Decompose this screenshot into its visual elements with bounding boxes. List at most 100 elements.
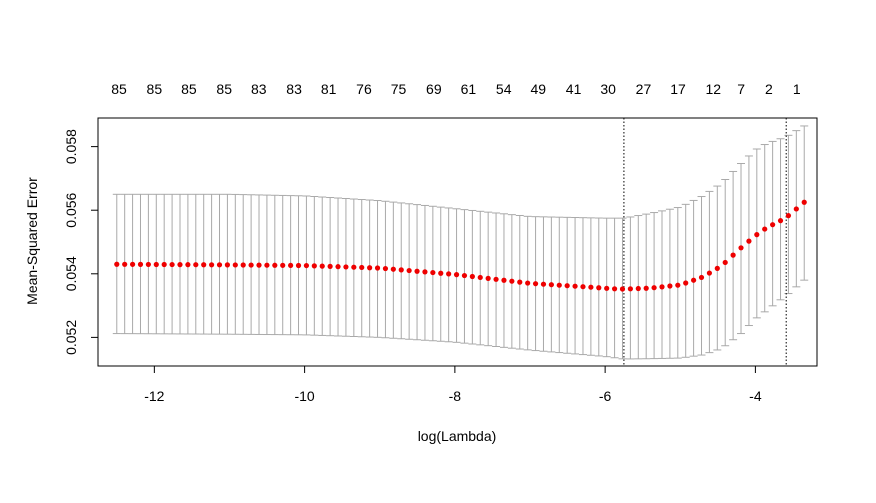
y-axis: 0.052 0.054 0.056 0.058 bbox=[63, 129, 99, 355]
y-tick-label: 0.056 bbox=[63, 192, 79, 227]
mean-point bbox=[785, 213, 792, 219]
y-tick-label: 0.058 bbox=[63, 129, 79, 164]
mean-point bbox=[580, 284, 586, 290]
mean-point bbox=[706, 270, 713, 276]
x-tick-label: -10 bbox=[294, 388, 314, 404]
mean-point bbox=[351, 264, 357, 270]
mean-point bbox=[398, 267, 404, 273]
mean-point bbox=[588, 284, 594, 290]
mean-point bbox=[683, 280, 689, 286]
mean-point bbox=[280, 262, 286, 268]
mean-point bbox=[572, 283, 578, 289]
mean-point bbox=[446, 271, 452, 277]
top-count-label: 76 bbox=[356, 81, 372, 97]
mean-point bbox=[738, 245, 744, 251]
mean-point bbox=[793, 206, 799, 212]
mean-point bbox=[319, 263, 325, 269]
mean-point bbox=[295, 262, 302, 269]
mean-point bbox=[240, 262, 246, 268]
x-tick-label: -8 bbox=[449, 388, 462, 404]
x-axis-title: log(Lambda) bbox=[418, 428, 497, 444]
mean-point bbox=[137, 261, 144, 267]
mean-point bbox=[311, 263, 317, 269]
top-count-label: 7 bbox=[737, 81, 745, 97]
mean-point bbox=[382, 265, 389, 272]
top-count-label: 30 bbox=[600, 81, 616, 97]
mean-point bbox=[461, 272, 468, 279]
top-count-label: 85 bbox=[111, 81, 127, 97]
mean-point bbox=[390, 266, 396, 272]
mean-point bbox=[691, 277, 697, 283]
mean-point bbox=[153, 261, 159, 268]
mean-point bbox=[264, 262, 270, 268]
top-count-label: 83 bbox=[286, 81, 302, 97]
mean-point bbox=[777, 218, 784, 224]
mean-point bbox=[303, 262, 310, 269]
x-axis: -12 -10 -8 -6 -4 bbox=[144, 365, 762, 404]
mean-point bbox=[216, 262, 223, 268]
mean-point bbox=[730, 252, 736, 258]
mean-point bbox=[540, 281, 547, 287]
mean-point bbox=[556, 282, 562, 288]
top-count-label: 69 bbox=[426, 81, 442, 97]
mean-point bbox=[201, 262, 207, 268]
mean-point bbox=[722, 259, 728, 266]
top-count-label: 1 bbox=[793, 81, 801, 97]
mean-point bbox=[114, 261, 120, 267]
mean-point bbox=[177, 262, 183, 268]
mean-point bbox=[770, 222, 776, 228]
lambda-reference-lines bbox=[623, 118, 787, 366]
mean-point bbox=[627, 286, 633, 292]
mean-point bbox=[532, 281, 539, 287]
top-count-label: 61 bbox=[461, 81, 477, 97]
mean-point bbox=[667, 283, 673, 289]
top-count-label: 85 bbox=[147, 81, 163, 97]
mean-point bbox=[493, 276, 499, 282]
mean-point bbox=[343, 264, 349, 270]
x-tick-label: -6 bbox=[599, 388, 612, 404]
mean-point bbox=[501, 277, 507, 283]
top-count-label: 85 bbox=[181, 81, 197, 97]
mean-point bbox=[596, 285, 602, 291]
mean-point bbox=[659, 284, 665, 290]
mean-point bbox=[422, 269, 428, 275]
mean-point bbox=[604, 285, 610, 291]
top-count-label: 2 bbox=[765, 81, 773, 97]
top-nonzero-counts: 85 85 85 85 83 83 81 76 75 69 61 54 49 41 30 27 17 12 7 2 1 bbox=[111, 81, 801, 97]
mean-point bbox=[453, 272, 460, 278]
top-count-label: 81 bbox=[321, 81, 337, 97]
y-axis-title: Mean-Squared Error bbox=[24, 177, 40, 305]
mean-point bbox=[145, 261, 151, 268]
top-count-label: 12 bbox=[706, 81, 722, 97]
mean-point bbox=[129, 261, 136, 267]
top-count-label: 83 bbox=[251, 81, 267, 97]
mean-point bbox=[525, 280, 531, 286]
mean-point bbox=[185, 262, 191, 268]
mean-point bbox=[374, 265, 381, 271]
top-count-label: 49 bbox=[530, 81, 546, 97]
mean-point bbox=[477, 274, 483, 281]
mean-point bbox=[746, 238, 752, 244]
mean-point bbox=[698, 274, 705, 281]
mean-point bbox=[754, 232, 760, 238]
mean-point bbox=[643, 285, 649, 291]
mean-point bbox=[564, 283, 570, 289]
mean-point bbox=[327, 263, 333, 269]
mean-point bbox=[232, 262, 238, 268]
y-tick-label: 0.054 bbox=[63, 256, 79, 291]
top-count-label: 85 bbox=[216, 81, 232, 97]
mean-point bbox=[430, 269, 436, 276]
mean-point bbox=[248, 262, 254, 268]
mean-point bbox=[209, 262, 215, 268]
mean-point bbox=[611, 286, 618, 292]
mean-point bbox=[359, 264, 365, 271]
mean-point bbox=[224, 262, 231, 268]
mean-point bbox=[193, 262, 199, 268]
x-tick-label: -4 bbox=[749, 388, 762, 404]
mean-point bbox=[335, 264, 341, 270]
mean-point bbox=[272, 262, 278, 268]
top-count-label: 54 bbox=[496, 81, 512, 97]
mean-point bbox=[651, 285, 657, 291]
mean-point bbox=[469, 273, 475, 280]
